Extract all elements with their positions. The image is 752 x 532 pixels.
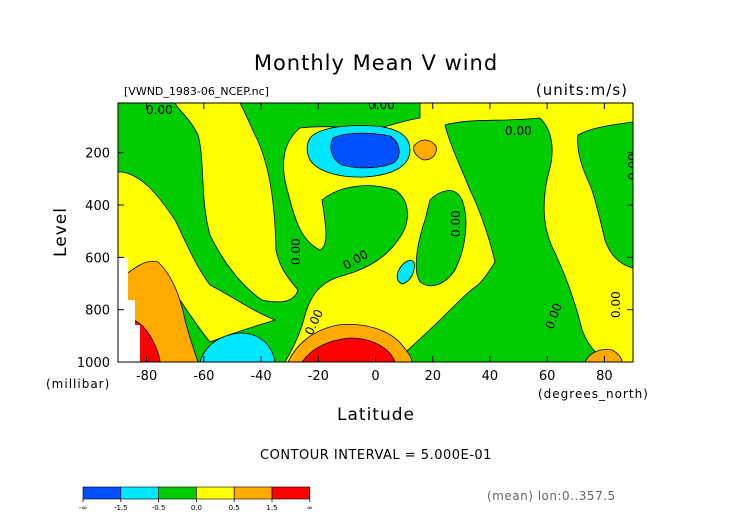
green-region-midlat: [415, 190, 467, 287]
colorbar-label: 0.5: [229, 504, 240, 512]
green-region-northeast: [577, 121, 633, 269]
x-tick-label: -40: [250, 369, 271, 384]
x-axis: -80 -60 -40 -20 0 20 40 60 80: [136, 103, 613, 384]
colorbar-swatch: [196, 486, 235, 500]
red-region-tropics: [301, 337, 396, 362]
orange-region-north: [584, 349, 623, 362]
colorbar-label: 0.0: [191, 504, 202, 512]
blue-jet-core: [330, 132, 400, 169]
contour-label: 0.00: [609, 291, 623, 318]
x-tick-label: 60: [539, 369, 556, 384]
contour-label: 0.00: [146, 103, 173, 117]
colorbar-label: -∞: [79, 504, 87, 512]
colorbar: -∞ -1.5 -0.5 0.0 0.5 1.5 ∞: [79, 486, 313, 512]
y-tick-label: 200: [85, 147, 110, 162]
x-tick-label: -80: [136, 369, 157, 384]
x-tick-label: 80: [596, 369, 613, 384]
colorbar-swatch: [82, 486, 122, 500]
y-tick-label: 1000: [77, 356, 110, 371]
contour-label: 0.00: [626, 153, 640, 180]
x-tick-label: -20: [308, 369, 329, 384]
y-tick-label: 600: [85, 251, 110, 266]
y-axis-title: Level: [51, 207, 71, 257]
file-label: [VWND_1983-06_NCEP.nc]: [124, 85, 269, 98]
x-tick-label: 0: [371, 369, 379, 384]
contour-label: 0.00: [449, 210, 463, 237]
x-unit-label: (degrees_north): [538, 387, 649, 401]
chart-title: Monthly Mean V wind: [254, 51, 498, 75]
y-unit-label: (millibar): [46, 377, 110, 391]
y-axis: 200 400 600 800 1000: [77, 147, 633, 371]
colorbar-swatch: [120, 486, 159, 500]
colorbar-label: 1.5: [266, 504, 277, 512]
y-tick-label: 400: [85, 199, 110, 214]
contour-label: 0.00: [289, 238, 303, 265]
x-tick-label: -60: [193, 369, 214, 384]
colorbar-swatch: [158, 486, 197, 500]
units-label: (units:m/s): [536, 81, 628, 99]
colorbar-label: -1.5: [114, 504, 128, 512]
x-tick-label: 40: [482, 369, 499, 384]
mean-note: (mean) lon:0..357.5: [487, 489, 616, 503]
colorbar-label: ∞: [307, 504, 313, 512]
colorbar-swatch: [233, 486, 273, 500]
y-tick-label: 800: [85, 304, 110, 319]
x-tick-label: 20: [424, 369, 441, 384]
contour-label: 0.00: [368, 98, 395, 112]
x-axis-title: Latitude: [337, 405, 415, 425]
cyan-surface-region: [199, 332, 276, 362]
colorbar-label: -0.5: [152, 504, 166, 512]
orange-small-patch: [413, 139, 437, 161]
missing-data-region: [118, 258, 140, 362]
cyan-small-patch: [396, 260, 415, 285]
colorbar-swatch: [271, 486, 311, 500]
contour-field: 0.00 0.00 0.00 0.00 0.00 0.00 0.00 0.00 …: [118, 98, 640, 362]
contour-label: 0.00: [505, 124, 532, 138]
contour-interval-text: CONTOUR INTERVAL = 5.000E-01: [260, 448, 492, 463]
